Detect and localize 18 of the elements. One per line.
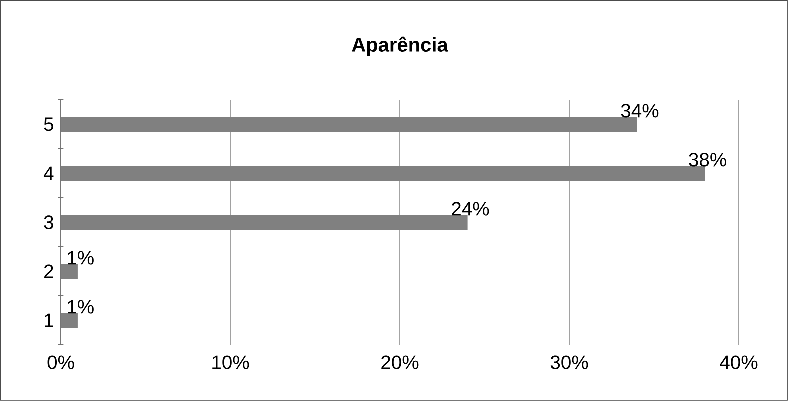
x-tick-label: 0% — [48, 356, 74, 370]
bar — [61, 313, 78, 328]
data-label: 38% — [689, 153, 726, 167]
data-label: 1% — [68, 300, 94, 314]
x-tick-label: 30% — [550, 356, 588, 370]
y-tick-label: 3 — [44, 216, 54, 230]
data-label: 24% — [452, 202, 490, 216]
y-tick-label: 5 — [44, 118, 54, 132]
x-tick-label: 20% — [382, 356, 419, 370]
y-tick-label: 1 — [45, 314, 54, 328]
y-tick-label: 2 — [44, 264, 54, 278]
x-tick-label: 40% — [720, 356, 758, 370]
y-tick-label: 4 — [44, 166, 54, 180]
data-label: 34% — [621, 104, 659, 118]
data-label: 1% — [68, 251, 94, 265]
chart-title: Aparência — [352, 36, 448, 56]
bar — [61, 264, 78, 280]
x-tick-label: 10% — [212, 356, 250, 370]
